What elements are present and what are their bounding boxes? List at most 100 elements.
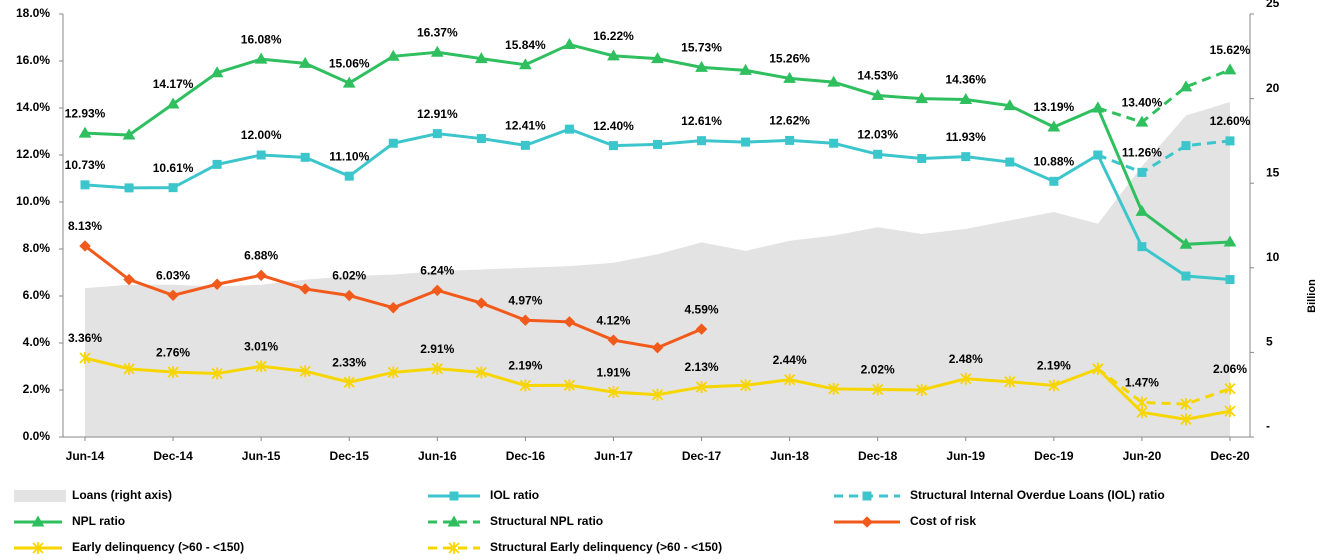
- point: [829, 138, 839, 148]
- point: [1225, 136, 1235, 146]
- data-label: 2.44%: [773, 353, 807, 367]
- point: [871, 89, 885, 101]
- series: 1.47% 2.06%: [1092, 362, 1247, 411]
- point: [695, 380, 708, 393]
- data-label: 1.47%: [1125, 376, 1159, 390]
- y-tick-label: 18.0%: [16, 6, 50, 20]
- x-tick-label: Dec-17: [682, 449, 722, 463]
- data-label: 12.41%: [505, 119, 546, 133]
- data-label: 3.36%: [68, 331, 102, 345]
- point: [873, 149, 883, 159]
- point: [386, 49, 400, 61]
- y-tick-label: 10.0%: [16, 194, 50, 208]
- y2-tick-label: 5: [1266, 335, 1273, 349]
- point: [1136, 396, 1148, 409]
- point: [1047, 120, 1061, 132]
- data-label: 2.19%: [1037, 359, 1071, 373]
- data-label: 13.40%: [1122, 95, 1163, 109]
- point: [212, 159, 222, 169]
- point: [1091, 101, 1105, 113]
- data-label: 1.91%: [596, 365, 630, 379]
- point: [785, 135, 795, 145]
- point: [476, 134, 486, 144]
- x-tick-label: Jun-17: [594, 449, 633, 463]
- point: [741, 137, 751, 147]
- point: [608, 141, 618, 151]
- data-label: 12.62%: [769, 114, 810, 128]
- data-label: 2.91%: [420, 342, 454, 356]
- point: [1223, 63, 1237, 75]
- point: [431, 284, 444, 297]
- point: [1005, 157, 1015, 167]
- point: [1049, 176, 1059, 186]
- point: [210, 66, 224, 78]
- x-tick-label: Jun-19: [946, 449, 985, 463]
- data-label: 12.40%: [593, 119, 634, 133]
- x-tick-label: Dec-19: [1034, 449, 1074, 463]
- data-label: 8.13%: [68, 219, 102, 233]
- x-tick-label: Jun-20: [1123, 449, 1162, 463]
- legend-item: Early delinquency (>60 - <150): [14, 540, 244, 554]
- data-label: 6.02%: [332, 269, 366, 283]
- point: [1223, 235, 1237, 247]
- y-tick-label: 2.0%: [23, 382, 51, 396]
- point: [32, 542, 44, 554]
- point: [475, 297, 488, 309]
- data-label: 15.84%: [505, 38, 546, 52]
- point: [739, 63, 752, 75]
- point: [448, 542, 460, 554]
- point: [872, 383, 884, 396]
- data-label: 2.76%: [156, 345, 190, 359]
- point: [520, 140, 530, 150]
- point: [123, 273, 135, 286]
- point: [862, 491, 872, 501]
- data-label: 4.59%: [685, 302, 719, 316]
- data-label: 14.36%: [945, 73, 986, 87]
- point: [1048, 379, 1060, 392]
- point: [1180, 398, 1192, 411]
- point: [695, 323, 708, 335]
- data-label: 13.19%: [1033, 100, 1074, 114]
- point: [607, 49, 620, 61]
- point: [447, 515, 461, 527]
- point: [651, 52, 664, 64]
- data-label: 10.88%: [1033, 154, 1074, 168]
- legend-label: IOL ratio: [490, 488, 539, 502]
- point: [123, 362, 135, 375]
- point: [342, 76, 356, 88]
- data-label: 14.53%: [857, 69, 898, 83]
- point: [1092, 362, 1104, 375]
- data-label: 15.73%: [681, 41, 722, 55]
- data-label: 10.73%: [65, 158, 106, 172]
- point: [651, 388, 664, 401]
- x-tick-label: Jun-16: [418, 449, 457, 463]
- data-label: 15.06%: [329, 56, 370, 70]
- series: 10.73% 10.61% 12.00% 11.10% 12.91% 12.41% 12.4…: [65, 107, 1235, 285]
- point: [343, 289, 355, 302]
- point: [783, 373, 796, 386]
- x-tick-label: Dec-15: [330, 449, 370, 463]
- x-tick-label: Jun-14: [66, 449, 105, 463]
- data-label: 6.88%: [244, 248, 278, 262]
- point: [31, 515, 45, 527]
- line: [1096, 367, 1231, 406]
- point: [344, 171, 354, 181]
- point: [79, 352, 91, 365]
- data-label: 2.13%: [685, 360, 719, 374]
- point: [167, 289, 179, 302]
- point: [388, 138, 398, 148]
- y-tick-label: 0.0%: [23, 429, 51, 443]
- point: [1003, 99, 1017, 111]
- data-label: 4.12%: [596, 313, 630, 327]
- point: [519, 58, 532, 70]
- point: [167, 366, 179, 379]
- point: [1004, 375, 1016, 388]
- x-tick-label: Dec-16: [506, 449, 546, 463]
- point: [827, 75, 841, 87]
- data-label: 3.01%: [244, 339, 278, 353]
- point: [915, 92, 929, 104]
- data-label: 16.08%: [241, 32, 282, 46]
- x-tick-label: Dec-20: [1210, 449, 1250, 463]
- point: [387, 302, 399, 314]
